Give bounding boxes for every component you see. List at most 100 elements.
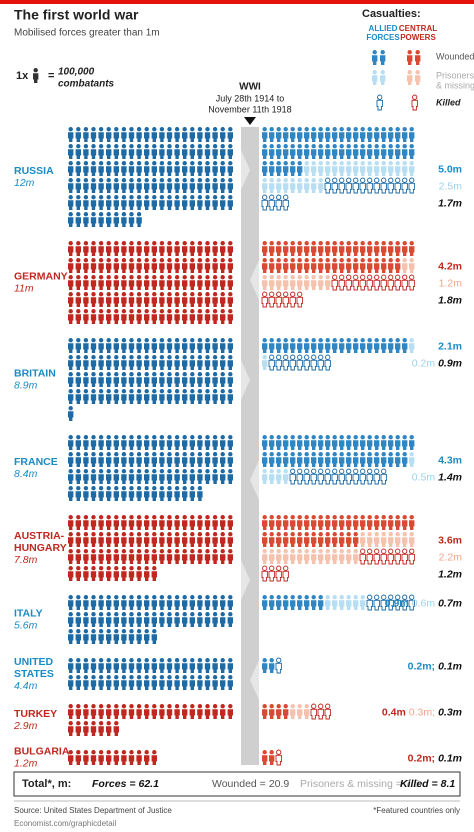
person-icon: [359, 548, 366, 565]
person-icon: [197, 469, 203, 484]
person-icon: [151, 338, 157, 353]
person-icon: [182, 240, 188, 256]
person-icon: [106, 750, 112, 765]
person-icon: [159, 178, 165, 193]
person-icon: [212, 469, 218, 484]
person-icon: [121, 212, 127, 227]
person-icon: [182, 257, 188, 273]
person-icon: [75, 704, 81, 719]
forces-label: 1.2m: [14, 757, 38, 769]
person-icon: [311, 240, 317, 256]
person-icon: [121, 240, 127, 256]
person-icon: [83, 355, 89, 370]
person-icon: [353, 126, 359, 142]
person-icon: [98, 372, 104, 387]
person-icon: [353, 595, 359, 610]
person-icon: [339, 338, 345, 353]
person-icon: [220, 388, 226, 404]
person-icon: [121, 594, 127, 610]
person-icon: [311, 275, 317, 290]
person-icon: [227, 338, 233, 353]
person-icon: [325, 275, 331, 290]
person-icon: [113, 486, 119, 501]
person-icon: [339, 595, 345, 610]
person-icon: [332, 452, 338, 467]
person-icon: [212, 595, 218, 610]
person-icon: [144, 452, 150, 467]
person-icon: [276, 177, 282, 193]
person-icon: [408, 274, 415, 291]
person-icon: [144, 338, 150, 353]
person-icon: [339, 144, 345, 159]
person-icon: [151, 486, 157, 501]
person-icon: [353, 338, 359, 353]
person-icon: [367, 257, 373, 273]
person-icon: [268, 291, 275, 308]
person-icon: [311, 338, 317, 353]
person-icon: [159, 161, 165, 176]
person-icon: [144, 178, 150, 193]
person-icon: [90, 566, 97, 581]
person-icon: [189, 161, 195, 176]
person-icon: [360, 144, 366, 159]
person-icon: [297, 338, 303, 353]
person-icon: [121, 126, 127, 142]
person-icon: [144, 486, 150, 501]
person-icon: [269, 275, 275, 290]
person-icon: [98, 126, 104, 142]
person-icon: [303, 354, 310, 371]
person-icon: [220, 468, 226, 484]
person-icon: [311, 452, 317, 467]
killed-label: 0.3m: [438, 706, 462, 718]
person-icon: [106, 338, 112, 353]
person-icon: [324, 177, 331, 194]
person-icon: [318, 435, 324, 450]
person-icon: [381, 258, 387, 273]
person-icon: [90, 658, 97, 673]
person-icon: [189, 355, 195, 370]
person-icon: [262, 178, 268, 193]
person-icon: [189, 486, 195, 501]
person-icon: [220, 371, 226, 387]
person-icon: [83, 594, 89, 610]
person-icon: [220, 434, 226, 450]
person-icon: [269, 595, 275, 610]
person-icon: [204, 355, 211, 370]
person-icon: [136, 531, 142, 547]
person-icon: [75, 161, 81, 176]
person-icon: [197, 486, 203, 501]
person-icon: [106, 144, 112, 159]
person-icon: [409, 126, 415, 142]
person-icon: [220, 451, 226, 467]
person-icon: [269, 338, 275, 353]
person-icon: [182, 177, 188, 193]
person-icon: [83, 161, 89, 176]
person-icon: [136, 143, 142, 159]
person-icon: [262, 258, 268, 273]
person-icon: [269, 750, 275, 765]
person-icon: [75, 177, 81, 193]
person-icon: [402, 337, 408, 353]
person-icon: [106, 658, 112, 673]
person-icon: [174, 372, 180, 387]
person-icon: [366, 548, 373, 565]
person-icon: [275, 291, 282, 308]
person-icon: [136, 548, 142, 564]
total-name: Wounded =: [212, 778, 266, 790]
person-icon: [318, 595, 324, 610]
person-icon: [83, 275, 89, 290]
person-icon: [311, 258, 317, 273]
person-icon: [113, 750, 119, 765]
person-icon: [268, 565, 275, 582]
person-icon: [407, 70, 413, 85]
person-icon: [90, 144, 97, 159]
person-icon: [75, 612, 81, 627]
person-icon: [276, 126, 282, 142]
person-icon: [83, 549, 89, 564]
person-icon: [282, 354, 289, 371]
person-icon: [227, 469, 233, 484]
person-icon: [189, 144, 195, 159]
person-icon: [121, 309, 127, 324]
person-icon: [276, 548, 282, 564]
person-icon: [174, 515, 180, 530]
